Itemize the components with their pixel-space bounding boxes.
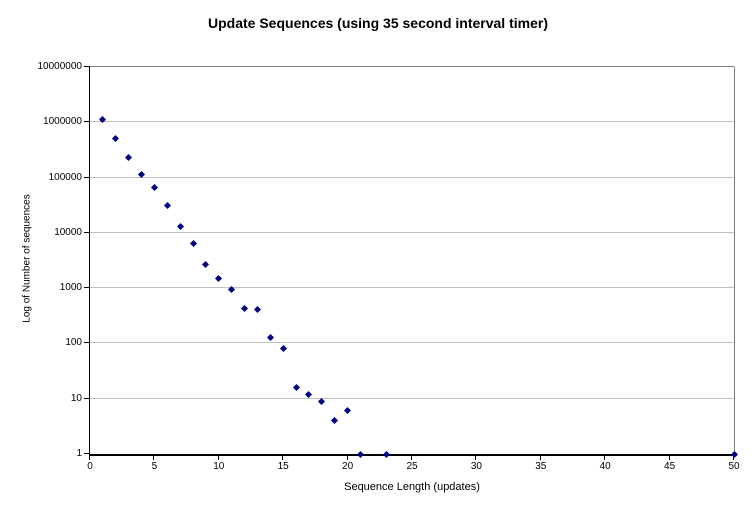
h-gridline [90, 397, 734, 399]
x-tick-label: 35 [535, 461, 547, 472]
x-axis-title: Sequence Length (updates) [344, 481, 480, 493]
y-tick-label: 1000000 [43, 116, 82, 128]
x-axis-tick [733, 456, 734, 460]
y-tick-label: 1 [76, 448, 82, 459]
x-tick-label: 15 [277, 461, 289, 472]
data-point-marker [730, 450, 738, 458]
data-point-marker [150, 183, 158, 191]
y-axis-tick [84, 342, 90, 344]
y-tick-label: 100 [65, 337, 82, 349]
plot-right-border [734, 67, 735, 454]
x-tick-label: 5 [151, 461, 158, 472]
h-gridline [90, 121, 734, 123]
h-gridline [90, 342, 734, 344]
y-tick-label: 10000 [54, 226, 82, 238]
y-tick-label: 10 [70, 392, 82, 404]
y-axis-tick [84, 66, 90, 67]
x-tick-label: 40 [599, 461, 611, 472]
y-axis-tick [84, 121, 90, 123]
x-axis-tick [411, 456, 412, 460]
data-point-marker [189, 240, 197, 248]
y-axis-line [89, 67, 90, 456]
h-gridline [90, 287, 734, 289]
data-point-marker [202, 260, 210, 268]
y-axis-tick [84, 453, 90, 454]
x-axis-tick [539, 456, 541, 460]
x-axis-tick [282, 456, 284, 460]
y-tick-label: 10000000 [37, 61, 83, 72]
x-axis-line [89, 454, 734, 456]
data-point-marker [292, 383, 300, 391]
data-point-marker [344, 407, 352, 415]
y-axis-tick [84, 176, 90, 178]
data-point-marker [125, 154, 133, 162]
x-tick-label: 30 [470, 461, 482, 472]
x-axis-tick [346, 456, 348, 460]
x-tick-label: 25 [406, 461, 418, 472]
x-tick-label: 45 [664, 461, 676, 472]
x-axis-tick [475, 456, 477, 460]
data-point-marker [331, 417, 339, 425]
plot-top-border [90, 66, 734, 67]
chart-title: Update Sequences (using 35 second interv… [208, 15, 548, 31]
y-axis-tick [84, 287, 90, 289]
x-axis-tick [604, 456, 606, 460]
x-axis-tick [153, 456, 155, 460]
y-tick-label: 1000 [59, 282, 82, 294]
data-point-marker [112, 135, 120, 143]
data-point-marker [356, 450, 365, 458]
data-point-marker [215, 274, 223, 282]
x-tick-label: 10 [213, 461, 225, 472]
x-tick-label: 20 [342, 461, 354, 472]
data-point-marker [176, 223, 184, 231]
x-axis-tick [217, 456, 219, 460]
x-axis-tick [89, 456, 90, 460]
x-tick-label: 0 [87, 461, 93, 472]
data-point-marker [99, 116, 107, 124]
h-gridline [90, 176, 734, 178]
data-point-marker [241, 304, 249, 312]
data-point-marker [253, 306, 261, 314]
data-point-marker [266, 333, 274, 341]
x-axis-tick [668, 456, 670, 460]
y-tick-label: 100000 [48, 171, 82, 183]
data-point-marker [163, 202, 171, 210]
y-axis-tick [84, 397, 90, 399]
data-point-marker [279, 345, 287, 353]
h-gridline [90, 231, 734, 233]
data-point-marker [318, 397, 326, 405]
y-axis-title: Log of Number of sequences [21, 194, 33, 323]
x-tick-label: 50 [728, 461, 740, 472]
data-point-marker [382, 450, 390, 458]
y-axis-tick [84, 231, 90, 233]
